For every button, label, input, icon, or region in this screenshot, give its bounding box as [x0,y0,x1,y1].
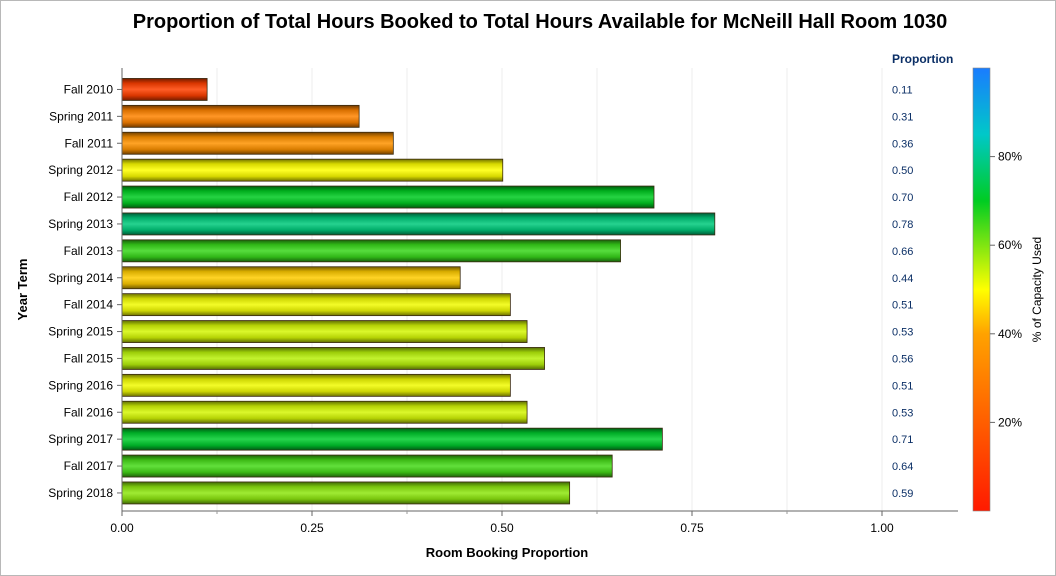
data-label: 0.59 [892,488,913,500]
colorbar-label: % of Capacity Used [1030,237,1044,342]
data-label: 0.56 [892,353,913,365]
bar[interactable] [121,320,528,343]
data-label: 0.51 [892,300,913,312]
bar[interactable] [121,373,511,397]
y-axis-label: Year Term [15,259,30,321]
y-tick-label: Spring 2014 [48,271,113,285]
bar[interactable] [121,481,571,505]
x-tick-label: 0.50 [490,521,514,535]
bar[interactable] [121,239,621,263]
data-label: 0.50 [892,165,913,177]
data-label: 0.53 [892,327,913,339]
data-label: 0.11 [892,84,913,96]
y-tick-label: Spring 2018 [48,486,113,500]
bar[interactable] [121,158,504,182]
data-label: 0.51 [892,380,913,392]
colorbar [972,67,991,512]
y-tick-label: Fall 2016 [64,405,114,419]
data-label: 0.70 [892,192,913,204]
data-label: 0.53 [892,407,913,419]
colorbar-tick-label: 20% [998,415,1022,429]
data-label: 0.66 [892,246,913,258]
bar[interactable] [121,212,716,236]
y-tick-label: Fall 2014 [64,298,114,312]
x-axis-label: Room Booking Proportion [426,545,589,560]
y-tick-label: Fall 2010 [64,82,114,96]
data-label: 0.44 [892,273,913,285]
x-tick-label: 0.75 [680,521,704,535]
y-tick-label: Spring 2015 [48,325,113,339]
y-tick-label: Spring 2011 [49,109,113,123]
data-label: 0.78 [892,219,913,231]
data-label: 0.31 [892,111,913,123]
y-tick-label: Spring 2016 [48,378,113,392]
y-tick-label: Spring 2012 [48,163,113,177]
y-tick-label: Fall 2013 [64,244,114,258]
bar[interactable] [121,185,655,209]
x-tick-label: 0.25 [300,521,324,535]
data-label: 0.64 [892,461,913,473]
x-tick-label: 1.00 [870,521,894,535]
bar[interactable] [121,427,663,451]
y-tick-label: Spring 2013 [48,217,113,231]
data-label: 0.36 [892,138,913,150]
y-tick-label: Spring 2017 [48,432,113,446]
bar[interactable] [121,78,208,101]
bar[interactable] [121,347,545,370]
colorbar-tick-label: 40% [998,327,1022,341]
chart-title: Proportion of Total Hours Booked to Tota… [132,11,948,33]
y-tick-label: Fall 2017 [64,459,114,473]
bar[interactable] [121,454,613,478]
y-tick-label: Fall 2015 [64,351,114,365]
bar[interactable] [121,293,511,317]
colorbar-tick-label: 80% [998,150,1022,164]
value-column-header: Proportion [892,52,953,66]
bar[interactable] [121,400,528,424]
bar[interactable] [121,266,461,290]
data-label: 0.71 [892,434,913,446]
y-tick-label: Fall 2012 [64,190,114,204]
colorbar-tick-label: 60% [998,238,1022,252]
bar[interactable] [121,131,394,155]
y-tick-label: Fall 2011 [65,136,114,150]
bar[interactable] [121,104,360,128]
x-tick-label: 0.00 [110,521,134,535]
